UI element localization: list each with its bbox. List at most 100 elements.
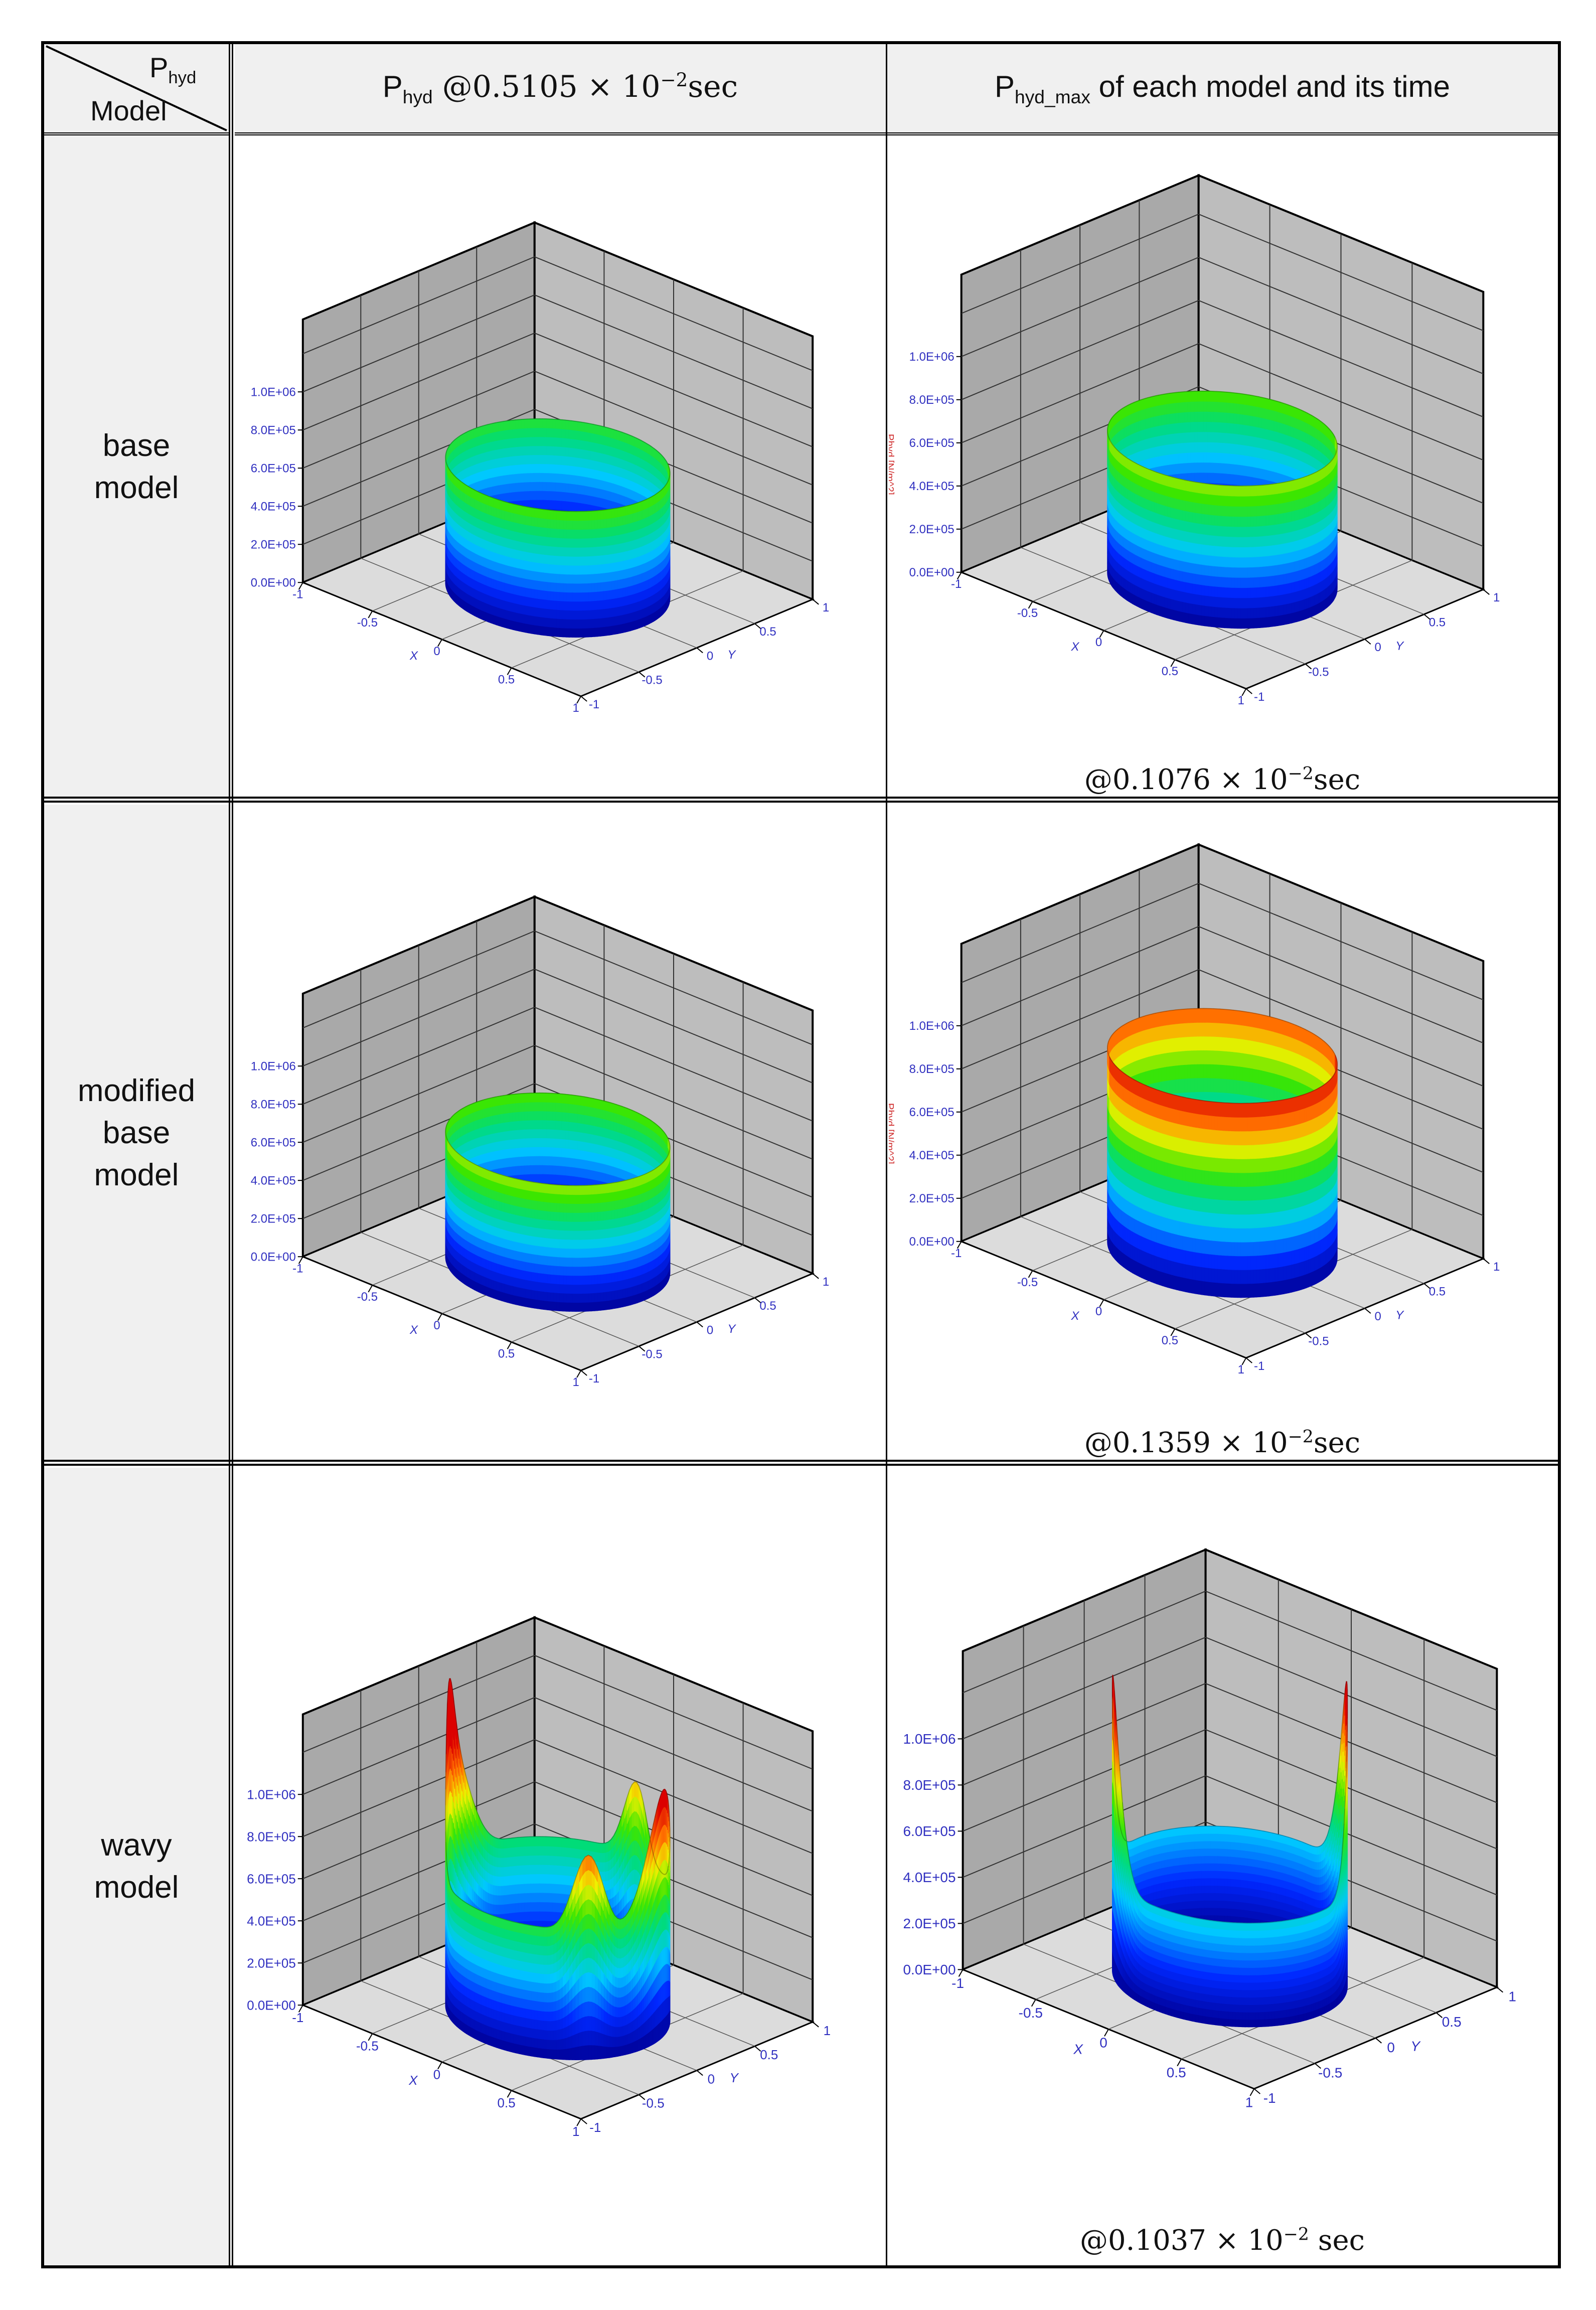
- y-tick-label: 0.5: [1442, 2014, 1462, 2030]
- grid-line: [886, 44, 887, 2265]
- y-tick-label: 0.5: [759, 1299, 776, 1313]
- x-tick-label: 1: [572, 2124, 579, 2139]
- z-tick-label: 2.0E+05: [247, 1955, 296, 1970]
- y-tick-label: -1: [1254, 1359, 1264, 1373]
- y-tick-label: 0: [1375, 1310, 1381, 1323]
- z-tick-label: 6.0E+05: [251, 1136, 296, 1150]
- column-header-phyd: Phyd @0.5105 × 10−2sec: [235, 44, 886, 135]
- plot-svg: 1.0E+06 8.0E+05 6.0E+05 4.0E+05 2.0E+05 0.0E+…: [889, 174, 1500, 707]
- z-tick-label: 1.0E+06: [909, 350, 954, 364]
- z-tick-label: 2.0E+05: [909, 1192, 954, 1205]
- corner-diagonal: [46, 45, 227, 131]
- surface-plot-base-t1: 1.0E+06 8.0E+05 6.0E+05 4.0E+05 2.0E+05 0.0E+…: [237, 139, 884, 795]
- x-tick-label: -0.5: [357, 616, 378, 630]
- y-tick-label: -1: [589, 1372, 599, 1385]
- x-axis-label: X: [1071, 640, 1080, 654]
- y-tick-label: 0: [1375, 641, 1381, 654]
- z-tick-label: 0.0E+00: [251, 576, 296, 590]
- caption-base-max: @0.1076 × 10−2sec: [1084, 763, 1361, 796]
- z-tick-label: 8.0E+05: [251, 424, 296, 437]
- x-tick-label: 0: [433, 1319, 440, 1332]
- y-tick-label: -1: [589, 698, 599, 711]
- y-tick-label: -0.5: [1318, 2065, 1342, 2080]
- x-tick-label: -0.5: [1017, 1276, 1038, 1289]
- y-axis-label: Y: [1410, 2039, 1421, 2054]
- z-tick-label: 0.0E+00: [909, 566, 954, 579]
- x-tick-label: 0: [433, 2067, 440, 2082]
- x-tick-label: 1: [1238, 1363, 1244, 1376]
- caption-modified-max: @0.1359 × 10−2sec: [1084, 1427, 1361, 1459]
- grid-line: [44, 1460, 1558, 1466]
- x-tick-label: 1: [573, 701, 579, 715]
- z-tick-label: 2.0E+05: [251, 538, 296, 552]
- z-tick-label: 4.0E+05: [909, 480, 954, 493]
- z-tick-label: 1.0E+06: [247, 1787, 296, 1802]
- x-tick-label: 0.5: [498, 2095, 516, 2110]
- z-tick-label: 6.0E+05: [251, 462, 296, 476]
- y-tick-label: 0.5: [1429, 616, 1446, 630]
- z-tick-label: 0.0E+00: [247, 1997, 296, 2013]
- y-tick-label: 0.5: [759, 625, 776, 639]
- x-tick-label: 0.5: [1162, 665, 1178, 678]
- x-tick-label: -1: [292, 1262, 303, 1275]
- x-tick-label: 0.5: [1167, 2065, 1186, 2080]
- row-label-modified: modified base model: [44, 805, 229, 1462]
- x-tick-label: -0.5: [356, 2039, 379, 2054]
- y-tick-label: 0: [708, 2071, 715, 2086]
- x-tick-label: 0: [1095, 1305, 1102, 1318]
- plot-svg: 1.0E+06 8.0E+05 6.0E+05 4.0E+05 2.0E+05 0.0E+…: [889, 843, 1500, 1376]
- row-label-base: base model: [44, 135, 229, 799]
- y-tick-label: 0.5: [1429, 1285, 1446, 1299]
- y-tick-label: 1: [823, 601, 829, 614]
- y-tick-label: -0.5: [1308, 1335, 1329, 1348]
- caption-wavy-max: @0.1037 × 10−2 sec: [1080, 2224, 1365, 2257]
- plot-svg: 1.0E+06 8.0E+05 6.0E+05 4.0E+05 2.0E+05 0.0E+…: [251, 895, 829, 1389]
- z-tick-label: 8.0E+05: [903, 1777, 955, 1793]
- x-axis-label: X: [409, 649, 418, 663]
- y-tick-label: -1: [589, 2120, 601, 2135]
- surface-plot-modified-t1: 1.0E+06 8.0E+05 6.0E+05 4.0E+05 2.0E+05 0.0E+…: [237, 809, 884, 1458]
- x-tick-label: -1: [292, 587, 303, 601]
- z-tick-label: 2.0E+05: [903, 1916, 955, 1931]
- y-tick-label: 0: [707, 649, 713, 663]
- x-tick-label: 0: [1095, 636, 1102, 649]
- z-tick-label: 4.0E+05: [251, 500, 296, 514]
- plot-svg: 1.0E+06 8.0E+05 6.0E+05 4.0E+05 2.0E+05 0.0E+…: [247, 1616, 831, 2139]
- y-tick-label: 0: [1387, 2040, 1395, 2055]
- x-axis-label: X: [409, 1323, 418, 1337]
- y-tick-label: -0.5: [642, 2096, 665, 2111]
- x-tick-label: -1: [951, 1247, 962, 1260]
- z-tick-label: 2.0E+05: [251, 1212, 296, 1226]
- y-tick-label: -1: [1263, 2090, 1276, 2106]
- z-tick-label: 1.0E+06: [909, 1019, 954, 1033]
- plot-svg: 1.0E+06 8.0E+05 6.0E+05 4.0E+05 2.0E+05 0.0E+…: [903, 1548, 1516, 2110]
- z-tick-label: 6.0E+05: [903, 1823, 955, 1839]
- x-tick-label: 0.5: [498, 673, 515, 687]
- z-tick-label: 1.0E+06: [251, 386, 296, 399]
- y-tick-label: 1: [1493, 1260, 1500, 1274]
- x-tick-label: -0.5: [1017, 606, 1038, 620]
- y-tick-label: 1: [1493, 591, 1500, 604]
- figure-table: Phyd Model Phyd @0.5105 × 10−2sec Phyd_m…: [41, 41, 1561, 2268]
- z-axis-label: Phyd [N/m^2]: [889, 434, 895, 495]
- y-tick-label: 0.5: [760, 2047, 778, 2062]
- y-tick-label: -1: [1254, 690, 1264, 704]
- z-tick-label: 1.0E+06: [903, 1731, 955, 1747]
- corner-model-label: Model: [90, 95, 167, 126]
- z-tick-label: 0.0E+00: [909, 1235, 954, 1249]
- x-tick-label: 0: [1099, 2035, 1107, 2051]
- x-tick-label: -1: [951, 577, 962, 591]
- surface-plot-base-max: 1.0E+06 8.0E+05 6.0E+05 4.0E+05 2.0E+05 0.0E+…: [889, 139, 1556, 761]
- grid-line: [229, 44, 233, 2265]
- y-axis-label: Y: [727, 648, 736, 662]
- y-axis-label: Y: [727, 1322, 736, 1336]
- x-axis-label: X: [1071, 1309, 1080, 1323]
- grid-line: [44, 797, 1558, 803]
- z-tick-label: 0.0E+00: [251, 1251, 296, 1264]
- z-tick-label: 6.0E+05: [247, 1871, 296, 1886]
- z-tick-label: 8.0E+05: [251, 1098, 296, 1112]
- x-axis-label: X: [408, 2073, 418, 2088]
- x-tick-label: 0.5: [498, 1347, 515, 1361]
- x-tick-label: -1: [292, 2010, 303, 2025]
- y-axis-label: Y: [729, 2070, 739, 2085]
